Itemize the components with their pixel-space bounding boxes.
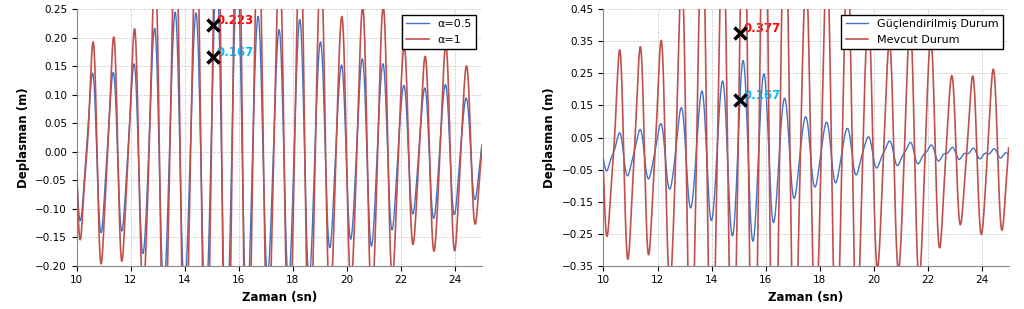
Güçlendirilmiş Durum — [791, 188, 803, 192]
α=1 — [464, 111, 476, 115]
Line: Güçlendirilmiş Durum: Güçlendirilmiş Durum — [603, 61, 1009, 241]
α=0.5 — [366, 244, 378, 248]
Mevcut Durum — [970, 130, 982, 134]
α=1 — [476, 145, 488, 149]
Mevcut Durum — [597, 170, 609, 174]
Mevcut Durum — [990, 112, 1002, 116]
Text: 0.167: 0.167 — [216, 46, 254, 59]
Legend: α=0.5, α=1: α=0.5, α=1 — [402, 15, 476, 49]
X-axis label: Zaman (sn): Zaman (sn) — [242, 291, 317, 304]
Line: α=1: α=1 — [77, 0, 482, 309]
X-axis label: Zaman (sn): Zaman (sn) — [768, 291, 844, 304]
Y-axis label: Deplasman (m): Deplasman (m) — [16, 87, 30, 188]
α=1 — [245, 308, 257, 309]
Güçlendirilmiş Durum — [970, 150, 982, 154]
Güçlendirilmiş Durum — [746, 239, 759, 243]
Line: α=0.5: α=0.5 — [77, 0, 482, 309]
Legend: Güçlendirilmiş Durum, Mevcut Durum: Güçlendirilmiş Durum, Mevcut Durum — [842, 15, 1004, 49]
Text: 0.377: 0.377 — [743, 22, 780, 35]
Text: 0.223: 0.223 — [216, 14, 254, 27]
Güçlendirilmiş Durum — [597, 158, 609, 161]
α=0.5 — [245, 231, 257, 235]
α=0.5 — [263, 253, 275, 257]
α=1 — [71, 170, 83, 174]
Güçlendirilmiş Durum — [990, 149, 1002, 153]
Line: Mevcut Durum: Mevcut Durum — [603, 0, 1009, 309]
α=0.5 — [476, 142, 488, 146]
Güçlendirilmiş Durum — [771, 187, 783, 191]
Text: 0.167: 0.167 — [743, 89, 780, 102]
Güçlendirilmiş Durum — [768, 220, 780, 224]
Güçlendirilmiş Durum — [892, 163, 904, 167]
Mevcut Durum — [892, 267, 904, 271]
α=1 — [443, 123, 456, 126]
α=1 — [366, 297, 378, 301]
Güçlendirilmiş Durum — [1002, 152, 1015, 156]
α=0.5 — [464, 130, 476, 134]
Y-axis label: Deplasman (m): Deplasman (m) — [544, 87, 556, 188]
α=0.5 — [71, 171, 83, 175]
α=0.5 — [443, 140, 456, 143]
Güçlendirilmiş Durum — [737, 59, 750, 62]
Mevcut Durum — [1002, 146, 1015, 150]
